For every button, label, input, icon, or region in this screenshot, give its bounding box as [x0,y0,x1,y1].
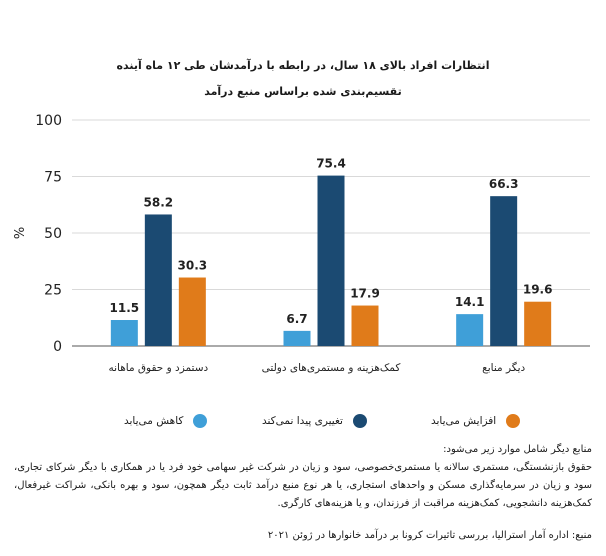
y-tick-label: 75 [44,170,62,186]
bar-value-label: 17.9 [350,287,380,301]
notes-heading: منابع دیگر شامل موارد زیر می‌شود: [443,444,592,455]
bar [110,320,138,346]
bar [490,196,518,346]
y-tick-label: 0 [53,339,62,355]
legend-swatch-no-change [352,414,367,428]
legend-label-increase: افزایش می‌یابد [431,415,497,427]
legend-swatch-increase [506,414,521,428]
chart-subtitle: تقسیم‌بندی شده براساس منبع درآمد [204,85,402,98]
source-note: منبع: اداره آمار استرالیا، بررسی تاثیرات… [267,530,592,541]
y-axis-label: % [13,227,28,239]
bar [178,277,206,346]
legend-swatch-decrease [193,414,208,428]
x-tick-label: دستمزد و حقوق ماهانه [108,362,208,374]
legend-item-increase: افزایش می‌یابد [431,414,521,428]
notes-body: حقوق بازنشستگی، مستمری سالانه یا مستمری‌… [14,462,592,509]
y-tick-label: 50 [44,226,62,242]
chart-title: انتظارات افراد بالای ۱۸ سال، در رابطه با… [116,59,490,72]
bar-value-label: 11.5 [110,301,140,315]
y-tick-label: 100 [35,113,62,129]
legend-label-no-change: تغییری پیدا نمی‌کند [262,415,343,427]
bar-chart: 0 25 50 75 100% 11.5 58.2 30.3 دستمزد و حقوق ماه… [13,113,590,374]
bar [144,214,172,346]
bar [524,301,552,346]
legend-item-decrease: کاهش می‌یابد [124,414,208,428]
bar [317,175,345,346]
bar-value-label: 19.6 [523,283,553,297]
legend-item-no-change: تغییری پیدا نمی‌کند [262,414,367,428]
bar-value-label: 6.7 [286,312,307,326]
bar [283,330,311,346]
bar-value-label: 75.4 [316,157,346,171]
legend-label-decrease: کاهش می‌یابد [124,415,184,427]
bar [456,314,484,346]
x-tick-label: دیگر منابع [482,361,525,374]
bar-value-label: 30.3 [178,259,208,273]
bar-value-label: 14.1 [455,295,485,309]
y-tick-label: 25 [44,283,62,299]
bar-value-label: 58.2 [144,195,174,209]
x-tick-label: کمک‌هزینه و مستمری‌های دولتی [262,362,401,374]
bar-value-label: 66.3 [489,177,519,191]
bar [351,305,379,346]
